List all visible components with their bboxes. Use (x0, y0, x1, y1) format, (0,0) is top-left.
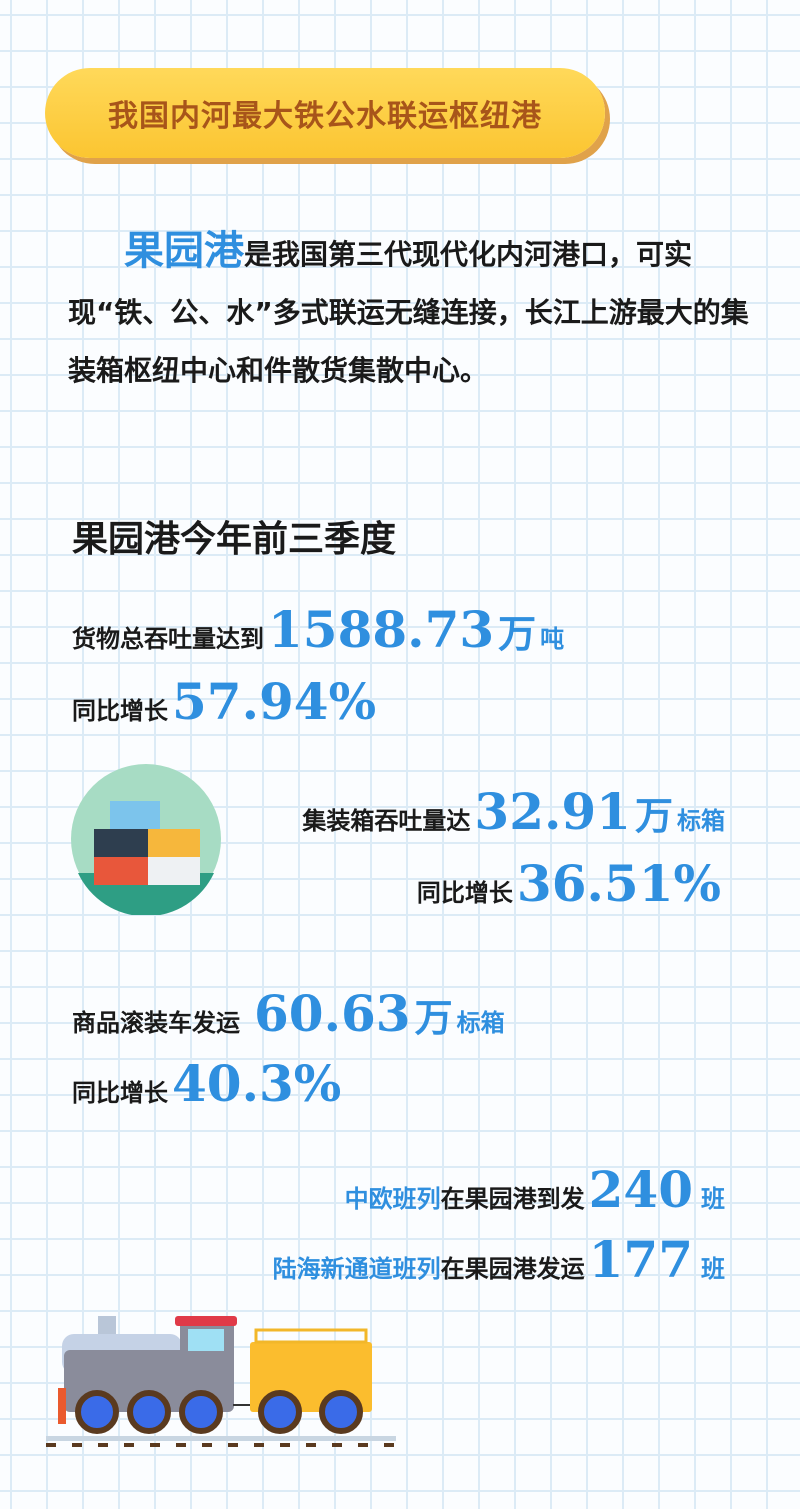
cargo-value: 1588.73 (268, 600, 495, 659)
vehicle-growth-label: 同比增长 (72, 1079, 168, 1107)
container-growth-value: 36.51% (516, 854, 721, 913)
china-europe-unit: 班 (701, 1185, 725, 1213)
container-label: 集装箱吞吐量达 (302, 807, 471, 835)
cargo-label: 货物总吞吐量达到 (72, 625, 264, 653)
cargo-growth: 同比增长 57.94% (72, 672, 380, 731)
intro-highlight: 果园港 (124, 228, 244, 274)
cargo-growth-value: 57.94% (172, 672, 377, 731)
land-sea-unit: 班 (701, 1255, 725, 1283)
container-value: 32.91 (474, 782, 631, 841)
vehicle-unit: 标箱 (456, 1009, 505, 1037)
land-sea-value: 177 (588, 1230, 693, 1289)
land-sea-label: 在果园港发运 (440, 1255, 585, 1283)
land-sea-name: 陆海新通道班列 (272, 1255, 441, 1283)
vehicle-value: 60.63 (254, 984, 411, 1043)
container-unit: 标箱 (677, 807, 725, 835)
container-stat: 集装箱吞吐量达 32.91 万 标箱 (302, 782, 725, 841)
container-growth: 同比增长 36.51% (417, 854, 725, 913)
cargo-stat: 货物总吞吐量达到 1588.73 万 吨 (72, 600, 564, 659)
china-europe-name: 中欧班列 (344, 1185, 441, 1213)
china-europe-label: 在果园港到发 (440, 1185, 585, 1213)
container-growth-label: 同比增长 (416, 879, 513, 907)
vehicle-growth-value: 40.3% (172, 1054, 342, 1113)
vehicle-growth: 同比增长 40.3% (72, 1054, 345, 1113)
intro-paragraph: 果园港是我国第三代现代化内河港口，可实现“铁、公、水”多式联运无缝连接，长江上游… (68, 222, 758, 400)
vehicle-label: 商品滚装车发运 (72, 1009, 240, 1037)
cargo-unit-big: 万 (498, 612, 537, 656)
cargo-growth-label: 同比增长 (72, 697, 168, 725)
china-europe-stat: 中欧班列 在果园港到发 240 班 (345, 1160, 725, 1219)
title-banner: 我国内河最大铁公水联运枢纽港 (45, 68, 605, 158)
intro-text: 是我国第三代现代化内河港口，可实现“铁、公、水”多式联运无缝连接，长江上游最大的… (68, 238, 749, 387)
section-heading: 果园港今年前三季度 (72, 519, 397, 560)
vehicle-unit-big: 万 (414, 996, 453, 1040)
shipping-containers-icon (71, 764, 221, 915)
train-icon (46, 1316, 396, 1447)
banner-title: 我国内河最大铁公水联运枢纽港 (108, 99, 542, 134)
land-sea-stat: 陆海新通道班列 在果园港发运 177 班 (273, 1230, 725, 1289)
china-europe-value: 240 (588, 1160, 693, 1219)
cargo-unit: 吨 (540, 625, 565, 653)
container-unit-big: 万 (634, 794, 673, 838)
vehicle-stat: 商品滚装车发运 60.63 万 标箱 (72, 984, 505, 1043)
